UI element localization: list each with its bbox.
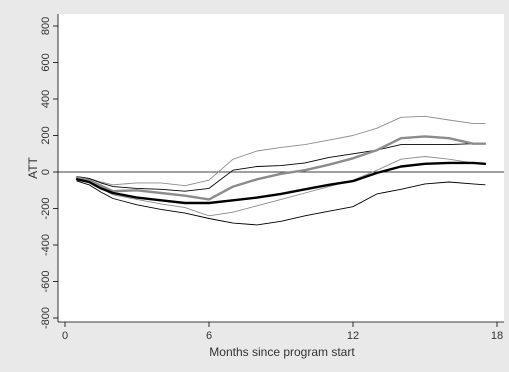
x-axis: 0 6 12 18 [58,321,504,342]
series-line-thin-black-upper [76,143,486,192]
series-line-thin-gray-upper [76,115,486,187]
series-line-thick-black [75,161,487,205]
y-axis: -800 -600 -400 -200 0 200 400 600 800 [40,14,59,329]
y-tick-label: 0 [40,169,52,175]
y-tick-label: -400 [40,234,52,256]
x-tick-label: 0 [62,330,68,342]
y-axis-title: ATT [26,156,40,178]
y-tick-label: -800 [40,307,52,329]
x-axis-title: Months since program start [209,345,355,359]
series-line-thin-gray-lower [76,156,486,217]
x-tick-label: 18 [491,330,503,342]
series-line-thick-gray [75,135,487,201]
series-line-thin-black-lower [76,180,486,226]
y-tick-label: -600 [40,270,52,292]
x-tick-label: 6 [206,330,212,342]
y-tick-label: 400 [40,90,52,108]
y-tick-label: 600 [40,53,52,71]
x-tick-label: 12 [347,330,359,342]
y-tick-label: -200 [40,197,52,219]
y-tick-label: 200 [40,126,52,144]
plot-area [58,14,504,322]
series-lines [75,115,487,226]
y-tick-label: 800 [40,17,52,35]
